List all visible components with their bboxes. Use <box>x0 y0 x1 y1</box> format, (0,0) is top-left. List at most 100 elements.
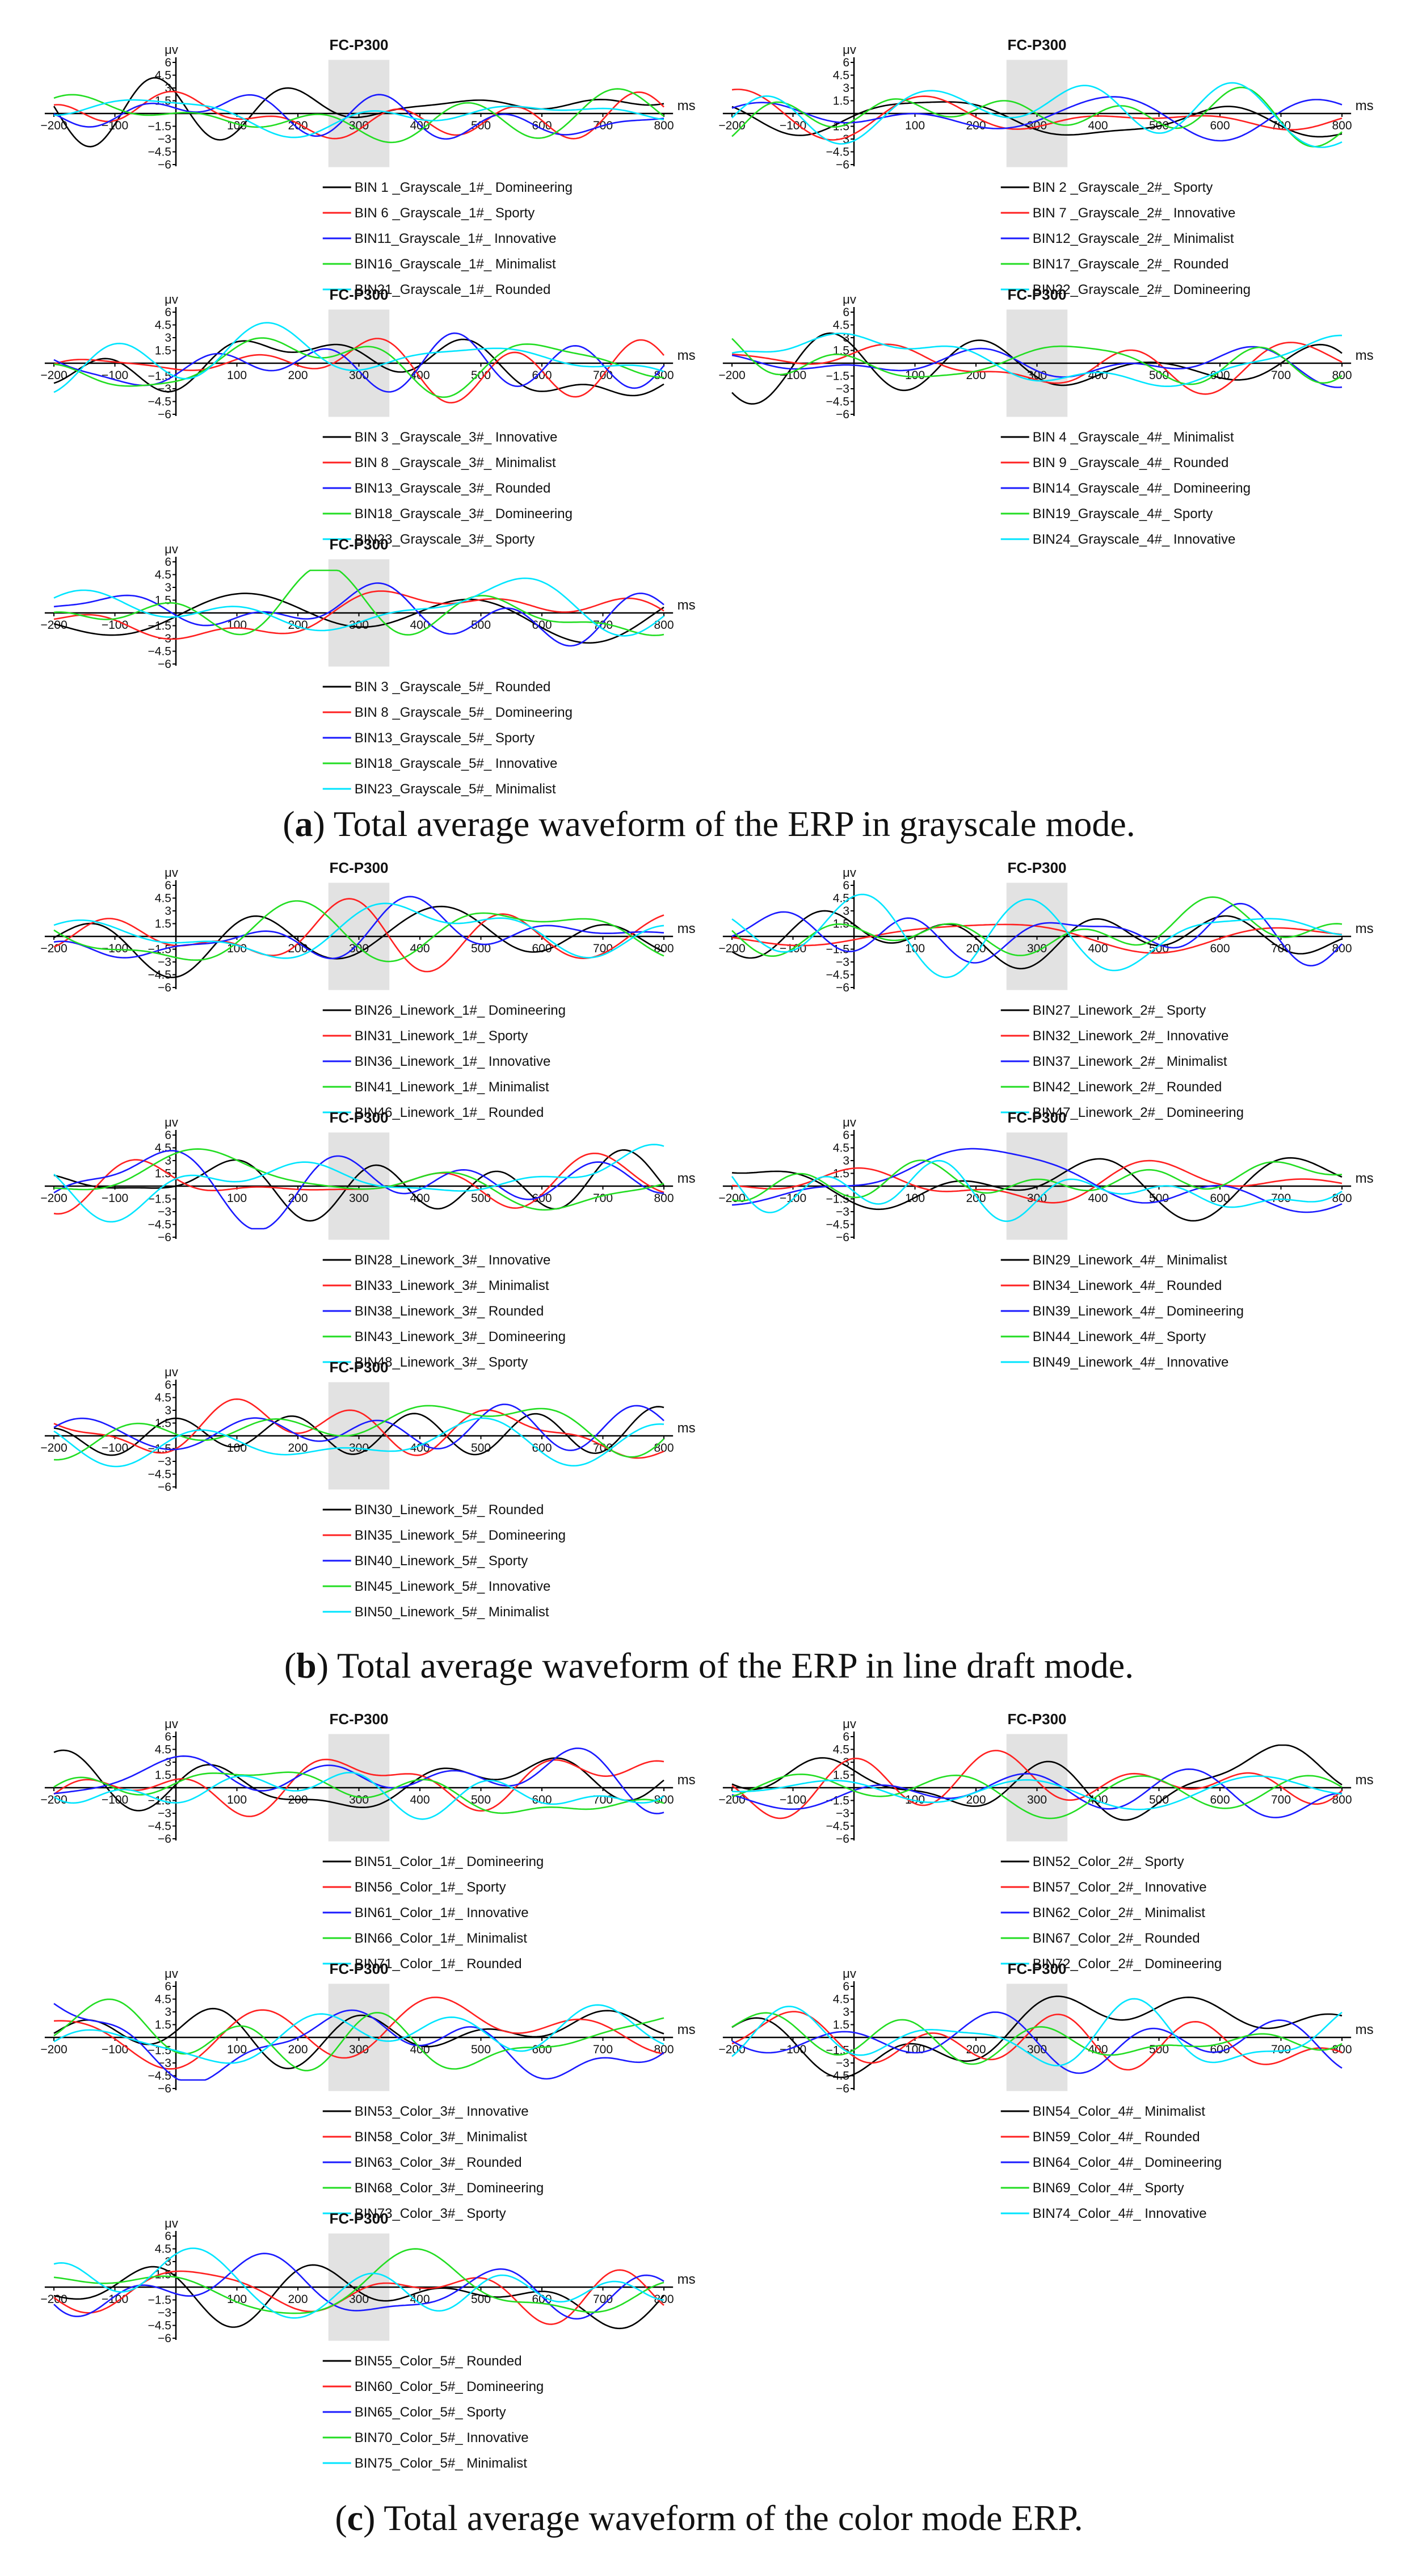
y-tick-label: −1.5 <box>148 120 171 133</box>
waveform-series-1 <box>53 1749 664 1812</box>
x-tick-label: 600 <box>532 2043 552 2056</box>
x-unit-label: ms <box>678 598 696 613</box>
waveform-series-2 <box>53 1997 664 2070</box>
x-tick-label: 500 <box>471 119 491 132</box>
y-tick-label: 6 <box>165 1730 171 1743</box>
y-unit-label: μv <box>843 1717 856 1731</box>
waveform-series-5 <box>731 1775 1343 1810</box>
y-tick-label: 6 <box>843 306 849 319</box>
legend-label: BIN66_Color_1#_ Minimalist <box>355 1931 527 1946</box>
legend-label: BIN63_Color_3#_ Rounded <box>355 2155 522 2170</box>
x-unit-label: ms <box>1356 348 1374 363</box>
x-tick-label: 200 <box>288 1192 308 1205</box>
x-tick-label: 800 <box>654 1793 674 1806</box>
x-tick-label: −100 <box>102 369 128 382</box>
waveform-series-3 <box>53 94 664 140</box>
legend-label: BIN49_Linework_4#_ Innovative <box>1033 1355 1229 1370</box>
x-tick-label: 100 <box>905 942 925 955</box>
legend-label: BIN30_Linework_5#_ Rounded <box>355 1502 544 1518</box>
x-tick-label: 400 <box>410 619 430 632</box>
y-tick-label: 4.5 <box>155 1743 171 1756</box>
x-unit-label: ms <box>678 1421 696 1436</box>
x-unit-label: ms <box>678 2272 696 2287</box>
y-tick-label: 3 <box>843 1154 849 1167</box>
x-tick-label: 200 <box>966 942 986 955</box>
waveform-series-1 <box>731 1744 1343 1821</box>
y-tick-label: 4.5 <box>155 1142 171 1155</box>
waveform-series-4 <box>731 896 1343 957</box>
y-tick-label: 4.5 <box>155 892 171 905</box>
y-tick-label: −3 <box>836 956 849 969</box>
panel-title: FC-P300 <box>329 286 388 303</box>
waveform-series-1 <box>731 101 1343 138</box>
x-tick-label: 800 <box>1332 1793 1352 1806</box>
waveform-series-4 <box>731 86 1343 148</box>
legend-label: BIN11_Grayscale_1#_ Innovative <box>355 231 557 246</box>
x-tick-label: 600 <box>532 1442 552 1455</box>
y-tick-label: −1.5 <box>148 2044 171 2057</box>
panel-title: FC-P300 <box>329 36 388 53</box>
waveform-series-5 <box>53 1417 664 1468</box>
y-tick-label: −4.5 <box>148 396 171 409</box>
legend-label: BIN54_Color_4#_ Minimalist <box>1033 2104 1205 2119</box>
y-tick-label: −6 <box>836 158 849 171</box>
x-tick-label: 800 <box>1332 119 1352 132</box>
caption-b: (b) Total average waveform of the ERP in… <box>284 1645 1134 1686</box>
legend-label: BIN48_Linework_3#_ Sporty <box>355 1355 528 1370</box>
waveform-series-1 <box>53 338 664 397</box>
x-tick-label: 200 <box>288 119 308 132</box>
x-tick-label: 200 <box>288 2293 308 2306</box>
y-tick-label: 6 <box>165 556 171 569</box>
y-tick-label: −3 <box>836 2057 849 2070</box>
x-tick-label: 100 <box>227 369 247 382</box>
x-tick-label: 200 <box>966 2043 986 2056</box>
waveform-series-3 <box>731 2011 1343 2074</box>
y-tick-label: 3 <box>165 2255 171 2268</box>
waveform-series-3 <box>731 1148 1343 1213</box>
legend-label: BIN42_Linework_2#_ Rounded <box>1033 1079 1222 1095</box>
y-unit-label: μv <box>843 1966 856 1981</box>
legend-label: BIN14_Grayscale_4#_ Domineering <box>1033 481 1251 496</box>
y-unit-label: μv <box>165 542 178 556</box>
waveform-series-5 <box>53 99 664 138</box>
legend-label: BIN29_Linework_4#_ Minimalist <box>1033 1253 1227 1268</box>
y-tick-label: −1.5 <box>826 370 849 383</box>
waveform-series-5 <box>53 577 664 637</box>
x-tick-label: 600 <box>1210 942 1230 955</box>
waveform-series-2 <box>53 338 664 404</box>
y-tick-label: 4.5 <box>155 1993 171 2006</box>
x-unit-label: ms <box>678 348 696 363</box>
legend-label: BIN18_Grayscale_3#_ Domineering <box>355 506 573 522</box>
legend-label: BIN61_Color_1#_ Innovative <box>355 1905 529 1921</box>
x-tick-label: 200 <box>966 1192 986 1205</box>
x-tick-label: 100 <box>227 942 247 955</box>
legend-label: BIN18_Grayscale_5#_ Innovative <box>355 756 558 771</box>
waveform-series-1 <box>731 1157 1343 1222</box>
waveform-series-4 <box>53 1771 664 1814</box>
waveform-series-3 <box>53 582 664 647</box>
y-tick-label: −4.5 <box>826 396 849 409</box>
x-tick-label: −100 <box>102 1442 128 1455</box>
y-tick-label: 1.5 <box>155 1167 171 1180</box>
panel-title: FC-P300 <box>329 536 388 553</box>
waveform-series-3 <box>53 1150 664 1230</box>
waveform-series-1 <box>53 905 664 978</box>
y-tick-label: 4.5 <box>833 319 849 332</box>
x-tick-label: 100 <box>227 2043 247 2056</box>
legend-label: BIN46_Linework_1#_ Rounded <box>355 1105 544 1120</box>
waveform-series-2 <box>731 89 1343 141</box>
y-tick-label: 6 <box>165 1980 171 1993</box>
x-tick-label: −100 <box>102 1192 128 1205</box>
x-tick-label: 200 <box>966 1793 986 1806</box>
waveform-series-3 <box>53 1403 664 1451</box>
legend-label: BIN51_Color_1#_ Domineering <box>355 1854 544 1869</box>
legend-label: BIN12_Grayscale_2#_ Minimalist <box>1033 231 1234 246</box>
x-tick-label: −100 <box>780 1793 806 1806</box>
y-tick-label: −6 <box>836 2082 849 2095</box>
